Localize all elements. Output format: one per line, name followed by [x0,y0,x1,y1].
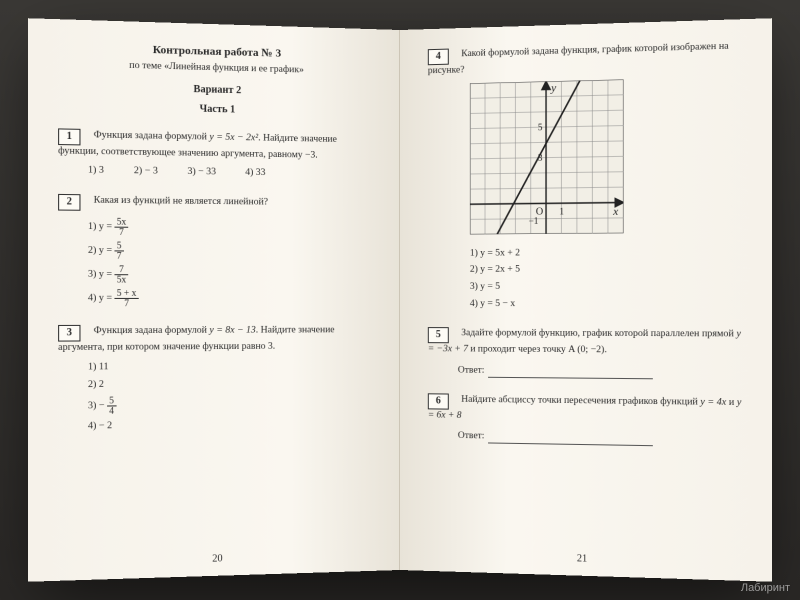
tick-3: 3 [538,152,543,162]
q3-opt-3: 3) − 54 [88,393,371,416]
q6-text-a: Найдите абсциссу точки пересечения графи… [461,394,700,407]
q3-formula: y = 8x − 13 [209,326,255,336]
question-number: 5 [428,327,449,343]
q1-opt-1: 1) 3 [88,165,104,179]
question-number: 6 [428,393,449,409]
part-label: Часть 1 [58,99,371,120]
question-4: 4 Какой формулой задана функция, график … [428,40,742,311]
q2-opt-4: 4) y = 5 + x7 [88,289,371,309]
page-number-left: 20 [28,547,399,572]
open-book: Контрольная работа № 3 по теме «Линейная… [40,30,760,570]
q1-opt-3: 3) − 33 [187,166,216,180]
question-number: 2 [58,194,80,211]
q2-opt-2: 2) y = 57 [88,241,371,262]
question-number: 4 [428,49,449,66]
q4-graph: y x O 1 3 5 −1 [470,76,742,239]
q1-text-a: Функция задана формулой [94,130,210,142]
q4-options: 1) y = 5x + 2 2) y = 2x + 5 3) y = 5 4) … [470,246,742,312]
answer-label: Ответ: [458,365,485,375]
question-3: 3 Функция задана формулой y = 8x − 13. Н… [58,324,371,433]
axis-label-x: x [612,205,618,217]
q4-opt-1: 1) y = 5x + 2 [470,246,742,261]
q3-text-a: Функция задана формулой [94,326,210,337]
question-text: Функция задана формулой y = 5x − 2x². На… [58,130,337,161]
q6-answer: Ответ: [458,430,742,448]
axis-label-y: y [550,82,556,94]
q1-options: 1) 3 2) − 3 3) − 33 4) 33 [88,165,371,182]
question-text: Задайте формулой функцию, график которой… [428,328,741,355]
q4-opt-2: 2) y = 2x + 5 [470,263,742,277]
q5-text-b: и проходит через точку A (0; −2). [468,344,607,355]
page-number-right: 21 [400,547,772,572]
q2-opt-3: 3) y = 75x [88,265,371,285]
tick-1: 1 [559,206,564,216]
q2-options: 1) y = 5x7 2) y = 57 3) y = 75x 4) y = 5… [88,217,371,308]
question-6: 6 Найдите абсциссу точки пересечения гра… [428,393,742,448]
question-5: 5 Задайте формулой функцию, график котор… [428,327,742,380]
question-text: Какой формулой задана функция, график ко… [428,41,729,76]
q3-opt-2: 2) 2 [88,376,371,392]
variant-label: Вариант 2 [58,79,371,100]
q3-options: 1) 11 2) 2 3) − 54 4) − 2 [88,359,371,433]
q3-opt-4: 4) − 2 [88,416,371,433]
question-text: Найдите абсциссу точки пересечения графи… [428,394,741,420]
q2-opt-1: 1) y = 5x7 [88,217,371,239]
question-1: 1 Функция задана формулой y = 5x − 2x². … [58,128,371,182]
question-text: Функция задана формулой y = 8x − 13. Най… [58,325,334,353]
question-number: 1 [58,128,80,145]
answer-label: Ответ: [458,431,485,442]
q5-text-a: Задайте формулой функцию, график которой… [461,328,736,339]
q6-and: и [726,397,737,408]
answer-line [489,376,654,378]
watermark: Лабиринт [741,582,790,594]
question-2: 2 Какая из функций не является линейной?… [58,194,371,308]
linear-function-graph: y x O 1 3 5 −1 [470,79,624,234]
q4-opt-4: 4) y = 5 − x [470,298,742,311]
page-left: Контрольная работа № 3 по теме «Линейная… [28,18,400,582]
q3-opt-1: 1) 11 [88,359,371,374]
q6-f1: y = 4x [700,397,726,408]
page-right: 4 Какой формулой задана функция, график … [400,18,772,582]
q4-opt-3: 3) y = 5 [470,280,742,294]
question-text: Какая из функций не является линейной? [94,196,268,208]
q1-opt-2: 2) − 3 [134,165,158,179]
q1-opt-4: 4) 33 [245,167,265,180]
q1-formula: y = 5x − 2x² [209,132,258,143]
q5-answer: Ответ: [458,364,742,379]
answer-line [489,443,654,447]
tick-5: 5 [538,122,543,132]
tick-neg1: −1 [529,215,539,225]
question-number: 3 [58,325,80,342]
